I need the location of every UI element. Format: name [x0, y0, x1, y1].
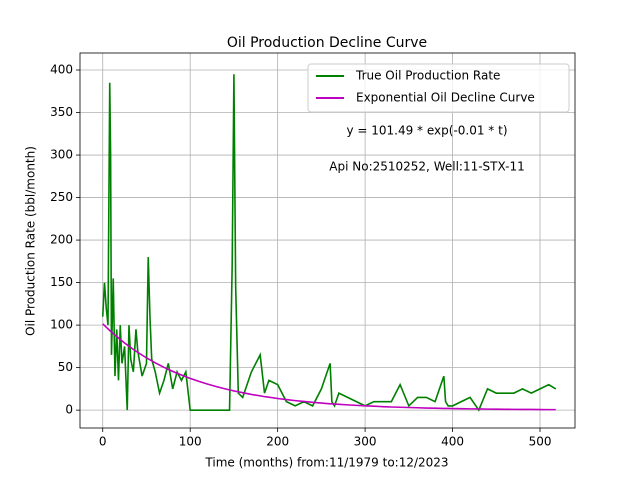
y-tick-label: 400 — [50, 63, 73, 77]
x-tick-label: 400 — [441, 435, 464, 449]
y-tick-label: 300 — [50, 148, 73, 162]
axes-frame — [79, 52, 576, 429]
y-tick-label: 250 — [50, 190, 73, 204]
y-tick-label: 150 — [50, 275, 73, 289]
series-line — [102, 323, 556, 411]
equation-annotation: y = 101.49 * exp(-0.01 * t) — [346, 124, 507, 138]
chart-title: Oil Production Decline Curve — [227, 35, 427, 51]
legend: True Oil Production Rate Exponential Oil… — [307, 63, 570, 113]
series-line — [101, 74, 557, 412]
y-axis-label: Oil Production Rate (bbl/month) — [24, 146, 38, 336]
legend-label: True Oil Production Rate — [355, 69, 500, 83]
x-axis-label: Time (months) from:11/1979 to:12/2023 — [204, 456, 448, 470]
well-annotation: Api No:2510252, Well:11-STX-11 — [329, 160, 524, 174]
y-tick-label: 350 — [50, 105, 73, 119]
y-tick-label: 200 — [50, 233, 73, 247]
x-tick-label: 200 — [266, 435, 289, 449]
x-tick-label: 0 — [99, 435, 107, 449]
x-tick-label: 500 — [529, 435, 552, 449]
x-tick-label: 100 — [179, 435, 202, 449]
y-tick-label: 50 — [58, 360, 73, 374]
legend-label: Exponential Oil Decline Curve — [356, 91, 535, 105]
y-tick-label: 100 — [50, 318, 73, 332]
plot-area: 0 100 200 300 400 500 0 50 100 150 200 250 300 350 400 — [50, 53, 575, 449]
legend-box — [307, 63, 570, 113]
y-tick-label: 0 — [65, 403, 73, 417]
x-tick-label: 300 — [354, 435, 377, 449]
